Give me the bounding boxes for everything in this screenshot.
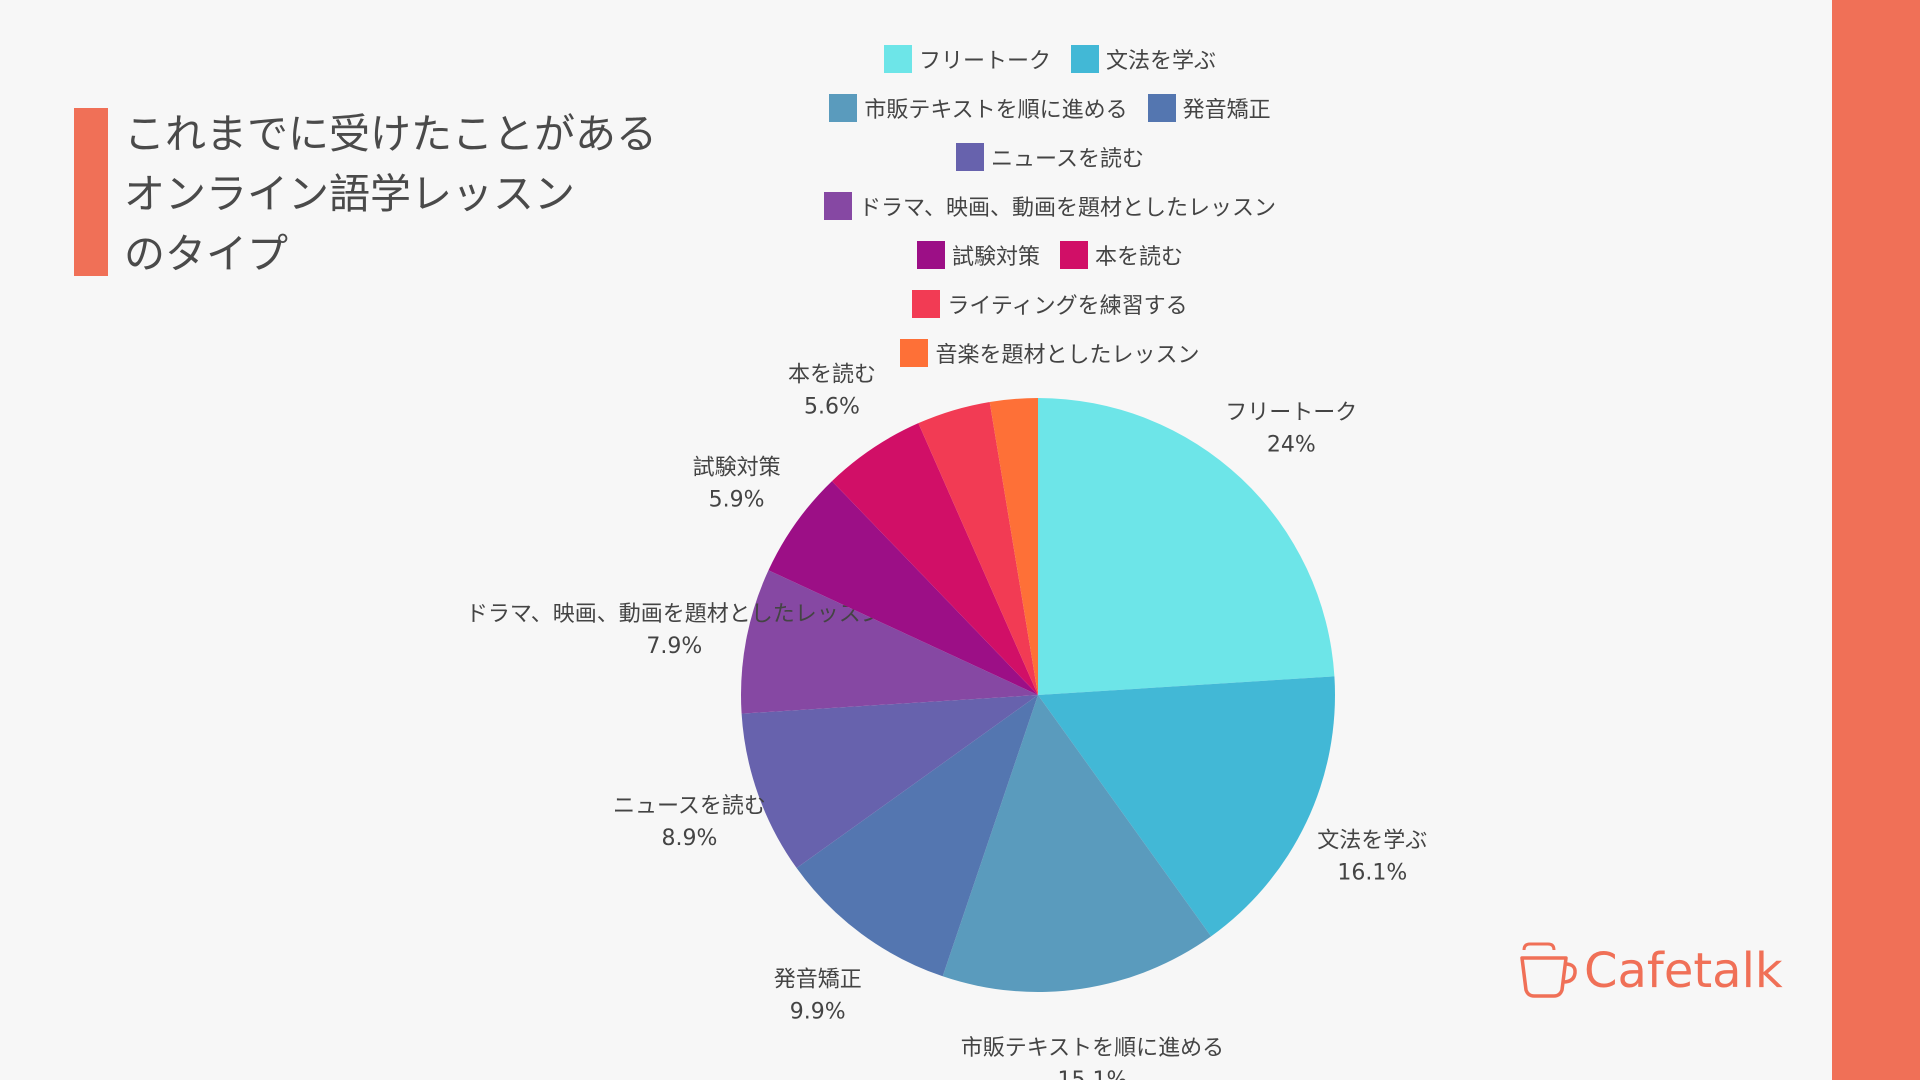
legend-label: ニュースを読む [991, 146, 1144, 172]
legend-label: 市販テキストを順に進める [864, 97, 1128, 123]
slice-value-label: 24% [1267, 432, 1316, 457]
pie-slice[interactable] [1038, 398, 1335, 695]
legend-swatch [824, 191, 853, 220]
legend-label: 本を読む [1095, 244, 1184, 270]
slice-value-label: 5.9% [709, 487, 765, 512]
right-accent-bar [1832, 0, 1920, 1080]
legend-label: フリートーク [918, 48, 1051, 74]
pie-slice[interactable] [741, 570, 1038, 714]
legend-entry[interactable]: 本を読む [1060, 239, 1183, 271]
slice-category-label: 発音矯正 [774, 967, 862, 992]
legend-swatch [1147, 93, 1176, 122]
title-line: これまでに受けたことがある [124, 110, 657, 158]
slice-value-label: 7.9% [646, 634, 702, 659]
legend-row: ドラマ、映画、動画を題材としたレッスン [700, 181, 1400, 230]
slice-value-label: 8.9% [662, 826, 718, 851]
legend-swatch [916, 240, 945, 269]
slice-category-label: ニュースを読む [613, 794, 766, 819]
legend-label: 音楽を題材としたレッスン [935, 342, 1200, 368]
slice-value-label: 5.6% [804, 395, 860, 420]
legend-label: ドラマ、映画、動画を題材としたレッスン [859, 195, 1276, 221]
pie-slice[interactable] [768, 481, 1038, 695]
legend-row: ニュースを読む [700, 132, 1400, 181]
pie-slice[interactable] [741, 695, 1038, 869]
legend-row: 音楽を題材としたレッスン [700, 328, 1400, 377]
slice-value-label: 16.1% [1337, 861, 1407, 886]
chart-legend: フリートーク 文法を学ぶ市販テキストを順に進める 発音矯正ニュースを読むドラマ、映画… [700, 34, 1400, 377]
legend-entry[interactable]: ライティングを練習する [912, 288, 1188, 320]
title-line: オンライン語学レッスン [124, 170, 575, 218]
legend-label: 文法を学ぶ [1106, 48, 1217, 74]
legend-row: フリートーク 文法を学ぶ [700, 34, 1400, 83]
title-line: のタイプ [124, 230, 288, 278]
legend-entry[interactable]: ニュースを読む [956, 141, 1144, 173]
legend-entry[interactable]: 市販テキストを順に進める [829, 92, 1128, 124]
pie-slice[interactable] [831, 423, 1038, 695]
slice-category-label: 文法を学ぶ [1317, 829, 1427, 854]
legend-entry[interactable]: 試験対策 [916, 239, 1040, 271]
legend-entry[interactable]: 文法を学ぶ [1071, 43, 1216, 75]
chart-title: これまでに受けたことがある オンライン語学レッスン のタイプ [124, 104, 744, 284]
slice-category-label: 試験対策 [693, 455, 781, 480]
pie-slice[interactable] [942, 695, 1212, 993]
cup-icon [1520, 942, 1577, 998]
legend-label: ライティングを練習する [947, 293, 1188, 319]
cafetalk-logo: Cafetalk [1518, 938, 1783, 1004]
legend-swatch [829, 93, 858, 122]
pie-slice[interactable] [796, 695, 1038, 977]
legend-entry[interactable]: 音楽を題材としたレッスン [900, 337, 1200, 369]
legend-row: ライティングを練習する [700, 279, 1400, 328]
legend-swatch [1060, 240, 1088, 269]
slice-category-label: 市販テキストを順に進める [961, 1036, 1224, 1061]
slice-category-label: フリートーク [1225, 400, 1357, 425]
legend-row: 試験対策 本を読む [700, 230, 1400, 279]
slice-value-label: 15.1% [1057, 1068, 1127, 1080]
legend-entry[interactable]: ドラマ、映画、動画を題材としたレッスン [824, 190, 1276, 222]
slice-value-label: 9.9% [790, 999, 846, 1024]
legend-swatch [956, 142, 985, 171]
pie-slice[interactable] [918, 401, 1038, 695]
legend-row: 市販テキストを順に進める 発音矯正 [700, 83, 1400, 132]
title-accent-bar [74, 108, 108, 276]
legend-swatch [1071, 44, 1099, 73]
legend-label: 発音矯正 [1182, 97, 1271, 123]
legend-swatch [900, 338, 929, 367]
logo-text: Cafetalk [1584, 943, 1783, 999]
legend-label: 試験対策 [951, 244, 1040, 270]
slice-category-label: 本を読む [788, 363, 876, 388]
legend-swatch [912, 289, 941, 318]
pie-slice[interactable] [1038, 676, 1335, 937]
slice-category-label: ドラマ、映画、動画を題材としたレッスン [466, 602, 883, 627]
legend-swatch [883, 44, 912, 73]
pie-slice[interactable] [989, 398, 1038, 695]
legend-entry[interactable]: フリートーク [883, 43, 1051, 75]
legend-entry[interactable]: 発音矯正 [1147, 92, 1271, 124]
